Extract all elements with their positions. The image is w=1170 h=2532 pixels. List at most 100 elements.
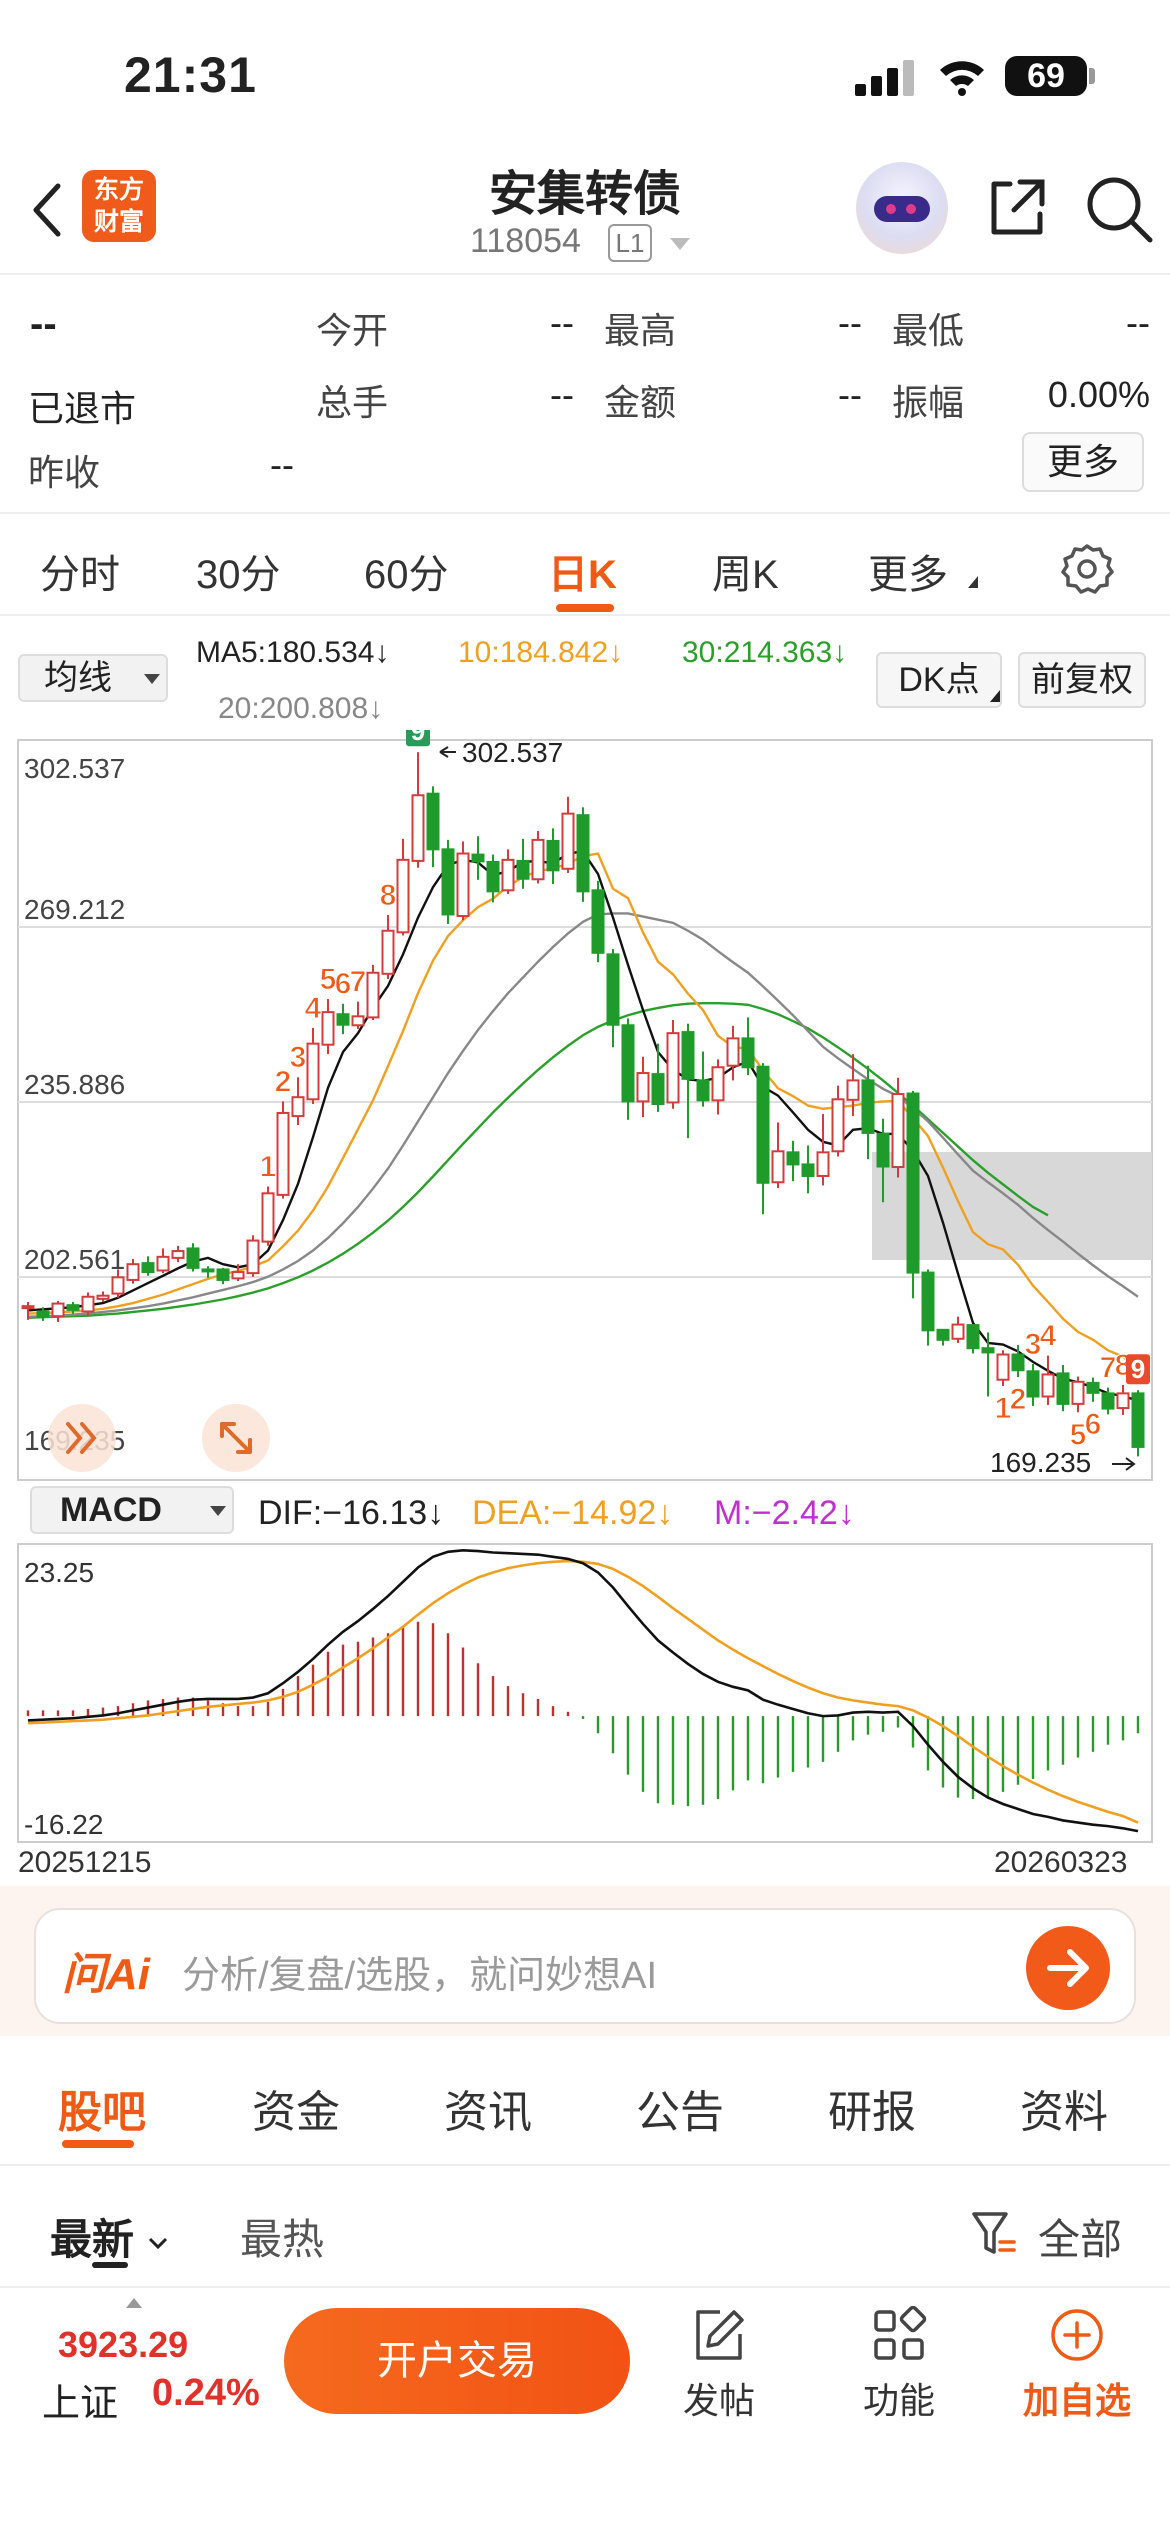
filter-all[interactable]: 全部 — [1038, 2216, 1123, 2263]
ai-search-bar[interactable]: 问Ai 分析/复盘/选股，就问妙想AI — [34, 1908, 1136, 2024]
max-price-label: 302.537 — [462, 737, 563, 768]
candle-body — [336, 1013, 350, 1026]
candle-body — [1101, 1392, 1115, 1410]
tab-profile[interactable]: 资料 — [1020, 2088, 1108, 2137]
tab-news[interactable]: 资讯 — [444, 2088, 532, 2137]
macd-indicator-select[interactable]: MACD — [30, 1486, 234, 1534]
macd-bottom-label: -16.22 — [24, 1809, 103, 1840]
candle-body — [876, 1132, 890, 1168]
fullscreen-button[interactable] — [202, 1404, 270, 1472]
edit-icon — [696, 2310, 744, 2360]
quote-panel: -- 已退市 今开 -- 最高 -- 最低 -- 总手 -- 金额 -- 振幅 … — [0, 278, 1170, 514]
candle-body — [381, 929, 395, 975]
td-label: 1 — [260, 1150, 277, 1183]
high-label: 最高 — [604, 310, 677, 351]
tab-30min[interactable]: 30分 — [196, 553, 281, 597]
td-label: 3 — [290, 1041, 307, 1074]
cellular-signal-icon — [855, 60, 915, 96]
candle-body — [591, 889, 605, 954]
ma10-value: 10:184.842↓ — [458, 636, 624, 669]
gear-icon[interactable] — [1060, 542, 1114, 596]
open-account-trade-button[interactable]: 开户交易 — [284, 2308, 630, 2414]
ma-indicator-select[interactable]: 均线 — [18, 654, 168, 702]
ma-select-label: 均线 — [44, 659, 112, 697]
chevron-down-icon — [148, 2237, 167, 2250]
candle-body — [1011, 1353, 1025, 1372]
volume-label: 总手 — [316, 382, 389, 423]
macd-select-label: MACD — [60, 1491, 162, 1529]
period-tabs: 分时 30分 60分 日K 周K 更多 — [0, 520, 1170, 616]
ai-robot-avatar[interactable] — [856, 162, 948, 254]
price-axis-label: 302.537 — [24, 753, 125, 784]
candle-body — [321, 1011, 335, 1046]
candle-body — [426, 792, 440, 851]
tab-research[interactable]: 研报 — [828, 2088, 916, 2137]
macd-chart[interactable]: 23.25 -16.22 — [0, 1540, 1170, 1846]
price-axis-label: 202.561 — [24, 1244, 125, 1275]
candle-body — [951, 1323, 965, 1340]
sort-hot[interactable]: 最热 — [240, 2216, 325, 2263]
tab-funds[interactable]: 资金 — [252, 2088, 340, 2137]
index-name[interactable]: 上证 — [42, 2383, 119, 2425]
ma20-line — [27, 912, 1139, 1318]
candle-body — [696, 1079, 710, 1102]
tab-weekly-k[interactable]: 周K — [712, 553, 779, 597]
chevron-down-icon[interactable] — [670, 238, 690, 250]
tab-guba[interactable]: 股吧 — [58, 2088, 146, 2137]
sort-latest[interactable]: 最新 — [50, 2206, 170, 2267]
tab-more[interactable]: 更多 — [868, 553, 948, 597]
more-quote-button[interactable]: 更多 — [1022, 432, 1144, 492]
functions-button[interactable]: 功能 — [824, 2298, 974, 2428]
candle-body — [921, 1271, 935, 1332]
candle-body — [516, 859, 530, 880]
candle-body — [1086, 1381, 1100, 1394]
index-value[interactable]: 3923.29 — [58, 2324, 189, 2365]
amplitude-value: 0.00% — [1047, 374, 1150, 415]
candle-body — [606, 953, 620, 1026]
double-chevron-right-icon — [66, 1422, 97, 1454]
index-change-pct[interactable]: 0.24% — [152, 2372, 260, 2414]
tab-intraday[interactable]: 分时 — [40, 553, 120, 597]
adjust-mode-button[interactable]: 前复权 — [1018, 652, 1146, 708]
candle-body — [366, 971, 380, 1019]
back-arrow-icon[interactable] — [28, 180, 68, 240]
tab-60min[interactable]: 60分 — [364, 553, 449, 597]
td-label: 9 — [1131, 1354, 1145, 1384]
candle-body — [966, 1324, 980, 1350]
ma30-value: 30:214.363↓ — [682, 636, 848, 669]
candle-body — [801, 1163, 815, 1177]
index-up-arrow-icon — [126, 2298, 142, 2308]
td-label: 3 — [1025, 1328, 1042, 1361]
candle-body — [246, 1239, 260, 1275]
td-label: 4 — [1040, 1320, 1057, 1353]
add-watchlist-button[interactable]: 加自选 — [1002, 2298, 1152, 2428]
logo-line1: 东方 — [93, 176, 144, 204]
macd-histogram — [26, 1621, 1140, 1807]
tab-announcements[interactable]: 公告 — [636, 2088, 724, 2137]
td-label: 5 — [320, 963, 337, 996]
dif-line — [27, 1549, 1139, 1833]
apps-grid-icon — [874, 2306, 927, 2360]
post-button[interactable]: 发帖 — [644, 2298, 794, 2428]
corner-caret-icon — [968, 576, 978, 588]
share-icon[interactable] — [984, 174, 1050, 240]
ma20-value: 20:200.808↓ — [218, 692, 384, 725]
td-label: 4 — [305, 992, 322, 1025]
eastmoney-logo[interactable]: 东方 财富 — [82, 170, 156, 242]
candle-body — [1116, 1392, 1130, 1410]
td-label: 6 — [335, 968, 352, 1001]
candle-body — [846, 1079, 860, 1101]
tab-daily-k[interactable]: 日K — [548, 553, 617, 597]
expand-left-button[interactable] — [48, 1404, 116, 1472]
filter-icon[interactable] — [970, 2208, 1018, 2258]
ai-send-button[interactable] — [1026, 1926, 1110, 2010]
candle-body — [171, 1250, 185, 1259]
low-label: 最低 — [892, 310, 965, 351]
logo-line2: 财富 — [93, 208, 144, 236]
search-icon[interactable] — [1084, 174, 1154, 244]
end-date: 20260323 — [994, 1846, 1128, 1879]
td-nine-badge — [406, 730, 430, 747]
candles — [21, 752, 1145, 1457]
dk-point-button[interactable]: DK点 — [876, 652, 1002, 708]
